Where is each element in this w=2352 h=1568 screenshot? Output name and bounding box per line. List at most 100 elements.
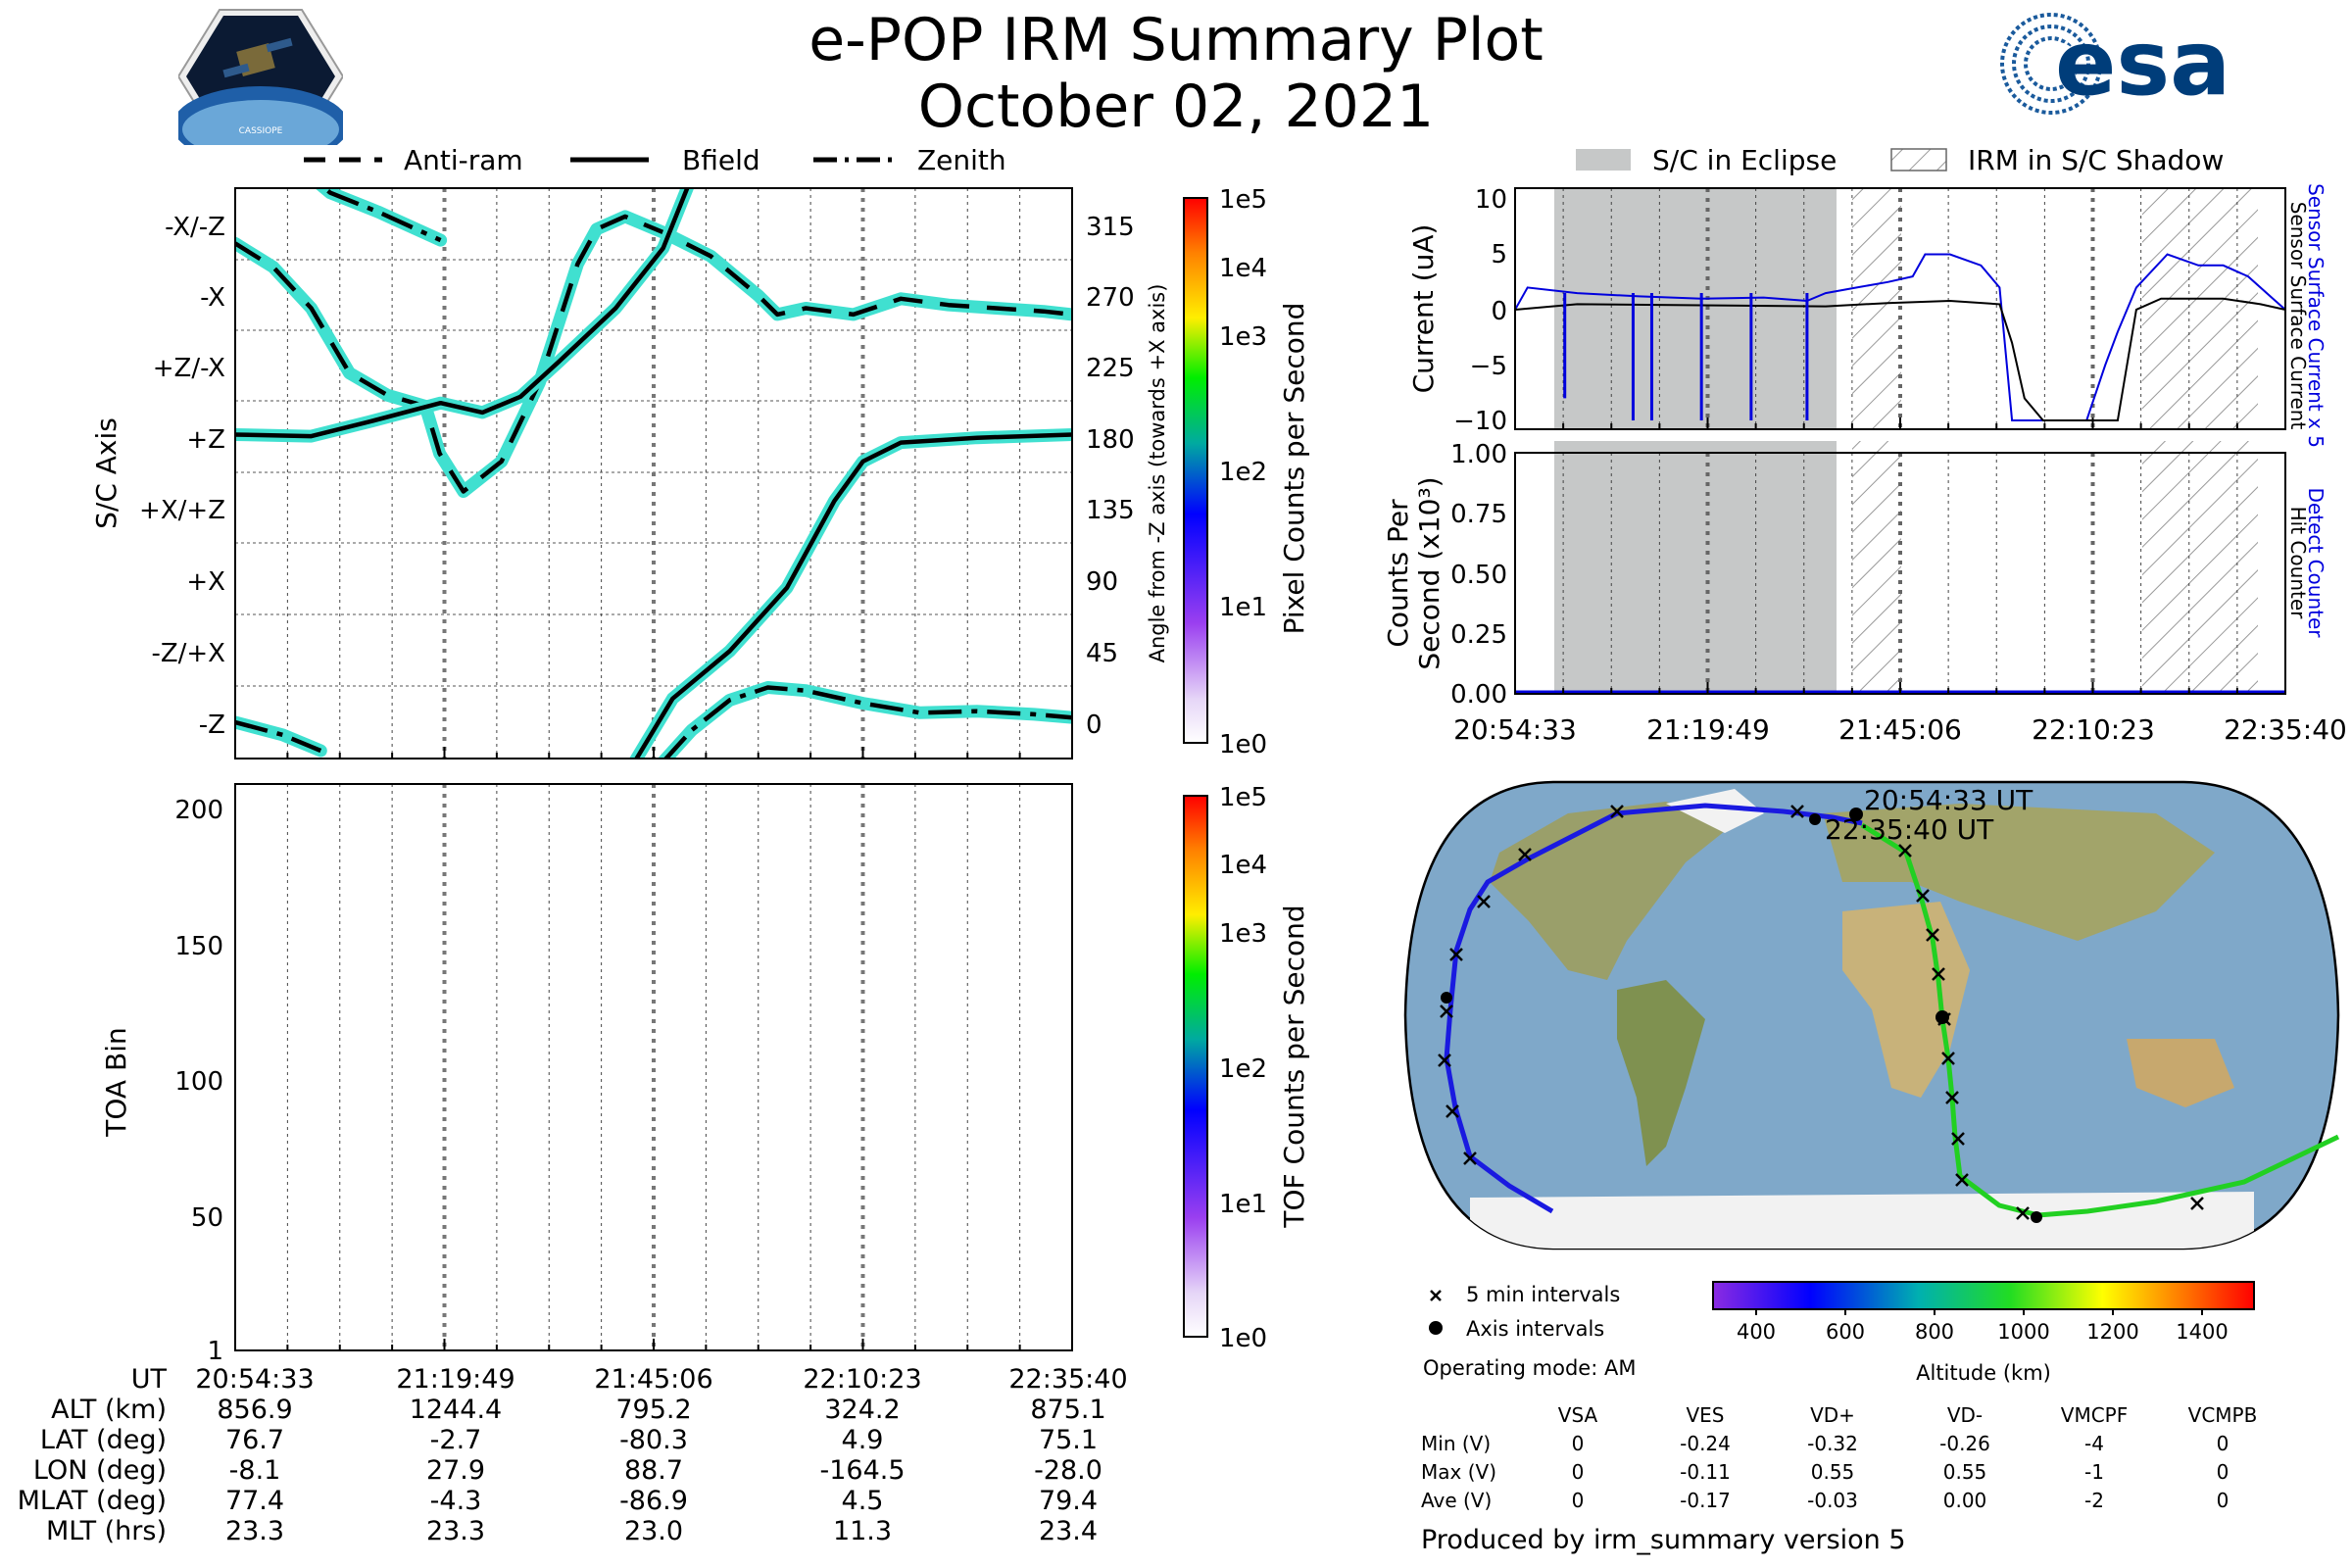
eph-lat: 4.9 [841, 1425, 884, 1455]
shadow-legend-swatch [1890, 148, 1947, 172]
altitude-tick-1400: 1400 [2176, 1320, 2228, 1344]
current-counts-panels: S/C in Eclipse IRM in S/C Shadow 10 5 0 … [1382, 144, 2347, 746]
counts-right-label-1: Detect Counter [2304, 488, 2328, 639]
altitude-tick-800: 800 [1915, 1320, 1954, 1344]
toa-panel: 200 150 100 50 1 TOA Bin 1e5 1e4 1e3 1e2… [100, 783, 1310, 1362]
track-west-segment [1444, 803, 1863, 1214]
pixel-cbar-tick-1e2: 1e2 [1219, 458, 1267, 487]
tof-colorbar [1183, 795, 1208, 1338]
voltage-cell: 0.00 [1942, 1489, 1987, 1512]
voltage-cell: -0.24 [1680, 1432, 1731, 1455]
shadow-hatching [1852, 188, 2258, 694]
current-tick-0: 0 [1491, 297, 1507, 326]
footer-version: Produced by irm_summary version 5 [1421, 1525, 1906, 1555]
voltage-header: VES [1686, 1403, 1725, 1427]
pixel-cbar-label: Pixel Counts per Second [1278, 303, 1310, 635]
voltage-cell: -0.17 [1680, 1489, 1731, 1512]
tof-cbar-tick-1e3: 1e3 [1219, 919, 1267, 949]
voltage-cell: -0.32 [1807, 1432, 1858, 1455]
voltage-cell: 0 [1571, 1489, 1585, 1512]
pixel-cbar-tick-1e0: 1e0 [1219, 730, 1267, 760]
voltage-header: VSA [1557, 1403, 1598, 1427]
ephemeris-table: UT ALT (km) LAT (deg) LON (deg) MLAT (de… [0, 1364, 1176, 1560]
series-glow-zenith [658, 681, 1072, 759]
eph-label-mlt: MLT (hrs) [45, 1516, 167, 1546]
ephemeris-column: 22:35:40 875.1 75.1 -28.0 79.4 23.4 [970, 1364, 1166, 1546]
axis-interval-markers [1441, 808, 2042, 1223]
ground-track-map: 20:54:33 UT 22:35:40 UT [1403, 780, 2340, 1250]
pixel-colorbar [1183, 197, 1208, 744]
eph-ut: 22:10:23 [803, 1364, 922, 1395]
line-legend: Anti-ram Bfield Zenith [304, 144, 1006, 176]
eclipse-shading [1554, 188, 1837, 694]
ephemeris-column: 20:54:33 856.9 76.7 -8.1 77.4 23.3 [157, 1364, 353, 1546]
sc-tick-2: -X [200, 283, 225, 313]
five-minute-marker-swatch [1430, 1290, 1442, 1301]
voltage-table: Min (V) Max (V) Ave (V) VSA 0 0 0 VES -0.24 -… [1421, 1401, 2283, 1519]
five-minute-markers [1438, 805, 2204, 1220]
pixel-cbar-tick-1e4: 1e4 [1219, 254, 1267, 283]
voltage-cell: 0 [1571, 1460, 1585, 1484]
eph-lat: 76.7 [224, 1425, 285, 1455]
sc-axis-vgrid [286, 188, 1021, 759]
voltage-row-labels: Min (V) Max (V) Ave (V) [1421, 1401, 1529, 1515]
voltage-cell: -4 [2084, 1432, 2104, 1455]
pixel-cbar-tick-1e1: 1e1 [1219, 593, 1267, 622]
eph-lat: 75.1 [1038, 1425, 1099, 1455]
angle-tick-180: 180 [1086, 425, 1135, 455]
sc-tick-5: +X/+Z [139, 496, 225, 525]
map-legend: 5 min intervals Axis intervals [1429, 1283, 1620, 1341]
eph-mlt: 23.3 [425, 1516, 486, 1546]
altitude-colorbar [1712, 1281, 2255, 1310]
sc-axis-lines [235, 188, 1072, 759]
toa-tick-50: 50 [191, 1203, 223, 1233]
sc-axis-ylabel: S/C Axis [90, 417, 122, 529]
voltage-header: VCMPB [2187, 1403, 2258, 1427]
voltage-column-vdminus: VD- -0.26 0.55 0.00 [1916, 1401, 2014, 1515]
series-line-zenith [662, 685, 1072, 759]
eph-ut: 20:54:33 [195, 1364, 315, 1395]
voltage-header: VD- [1946, 1403, 1984, 1427]
voltage-cell: -2 [2084, 1489, 2104, 1512]
angle-ylabel: Angle from -Z axis (towards +X axis) [1146, 284, 1169, 663]
eph-label-lon: LON (deg) [32, 1455, 167, 1486]
cassiope-logo: CASSIOPE [178, 9, 343, 145]
sc-tick-7: -Z/+X [151, 639, 225, 668]
counts-tick-100: 1.00 [1450, 440, 1507, 469]
angle-tick-90: 90 [1086, 567, 1118, 597]
eph-lat: -2.7 [429, 1425, 482, 1455]
series-line-zenith [320, 188, 442, 243]
angle-tick-0: 0 [1086, 710, 1102, 740]
current-right-label-1: Sensor Surface Current x 5 [2304, 183, 2328, 448]
sc-axis-panel: -X/-Z -X +Z/-X +Z +X/+Z +X -Z/+X -Z 315 … [90, 185, 1310, 760]
voltage-row-ave: Ave (V) [1421, 1489, 1493, 1512]
altitude-ticks [1755, 1309, 2203, 1315]
eclipse-legend-swatch [1576, 149, 1631, 171]
eph-label-alt: ALT (km) [51, 1395, 167, 1425]
eph-mlt: 11.3 [832, 1516, 893, 1546]
track-start-label: 20:54:33 UT [1864, 784, 2034, 816]
eph-ut: 22:35:40 [1008, 1364, 1128, 1395]
sc-tick-4: +Z [186, 425, 225, 455]
page-title: e-POP IRM Summary Plot [808, 6, 1544, 74]
esa-logo: esa [2000, 11, 2230, 116]
eph-mlt: 23.4 [1038, 1516, 1099, 1546]
current-tick-m5: −5 [1470, 352, 1507, 381]
voltage-cell: -1 [2084, 1460, 2104, 1484]
eph-mlat: -4.3 [429, 1486, 482, 1516]
ephemeris-labels: UT ALT (km) LAT (deg) LON (deg) MLAT (de… [0, 1364, 167, 1546]
eph-lon: -8.1 [228, 1455, 281, 1486]
voltage-cell: 0 [2216, 1460, 2230, 1484]
voltage-cell: 0.55 [1810, 1460, 1855, 1484]
counts-tick-075: 0.75 [1450, 500, 1507, 529]
eph-alt: 1244.4 [409, 1395, 503, 1425]
altitude-tick-400: 400 [1737, 1320, 1776, 1344]
page-date: October 02, 2021 [917, 73, 1435, 141]
eph-mlt: 23.3 [224, 1516, 285, 1546]
voltage-header: VD+ [1810, 1403, 1855, 1427]
tof-cbar-tick-1e2: 1e2 [1219, 1054, 1267, 1084]
legend-bfield: Bfield [682, 144, 760, 176]
map-land [1470, 789, 2254, 1249]
angle-tick-45: 45 [1086, 639, 1118, 668]
tof-cbar-tick-1e4: 1e4 [1219, 851, 1267, 880]
